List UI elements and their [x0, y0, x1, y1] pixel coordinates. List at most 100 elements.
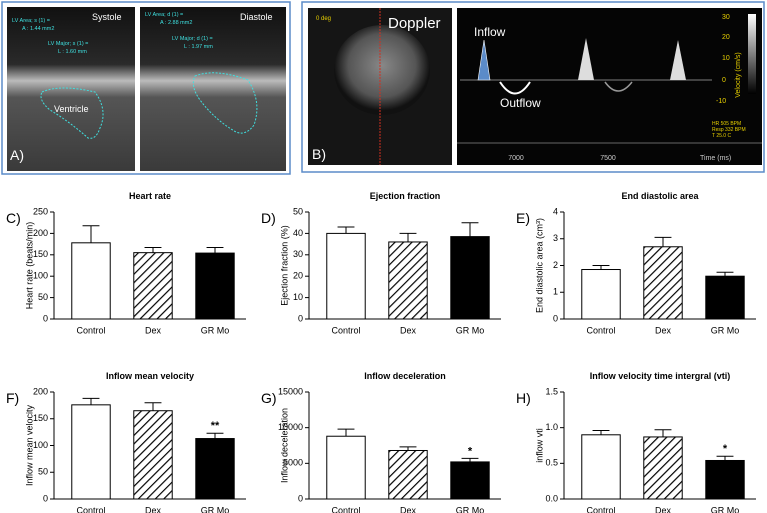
bar — [133, 252, 173, 320]
y-axis-label: Inflow mean velocity — [24, 404, 34, 486]
y-tick-label: 2 — [553, 260, 558, 270]
inflow-wave — [477, 39, 491, 81]
significance: ** — [211, 420, 220, 432]
y-tick-label: 1.0 — [545, 422, 558, 432]
x-tick-label: Dex — [400, 325, 417, 335]
measurement: LV Area; d (1) = — [145, 12, 183, 18]
y-tick-label: 0 — [553, 313, 558, 323]
y-axis-label: Heart rate (beats/min) — [24, 222, 34, 310]
y-tick-label: 30 — [293, 249, 303, 259]
velocity-tick: 30 — [722, 14, 730, 21]
bar — [705, 459, 745, 500]
y-tick-label: 0.0 — [545, 493, 558, 503]
panel-label: A) — [10, 147, 24, 163]
panel-label: F) — [6, 390, 19, 406]
wave — [578, 38, 594, 80]
chart-title: Ejection fraction — [370, 191, 441, 201]
bar — [450, 461, 490, 500]
x-tick-label: GR Mo — [456, 325, 485, 335]
y-tick-label: 50 — [38, 292, 48, 302]
bar — [133, 410, 173, 500]
bar — [388, 241, 428, 320]
y-tick-label: 5000 — [283, 458, 303, 468]
y-tick-label: 200 — [33, 228, 48, 238]
y-tick-label: 150 — [33, 249, 48, 259]
y-tick-label: 200 — [33, 386, 48, 396]
velocity-tick: -10 — [716, 98, 726, 105]
panel-label: D) — [261, 210, 276, 226]
x-tick-label: Dex — [145, 325, 162, 335]
y-tick-label: 50 — [293, 206, 303, 216]
significance: * — [468, 445, 473, 457]
bar — [71, 404, 111, 500]
significance: * — [723, 443, 728, 455]
y-tick-label: 250 — [33, 206, 48, 216]
measurement: LV Major; d (1) = — [172, 36, 213, 42]
wave — [604, 81, 633, 92]
x-tick-label: Control — [586, 505, 615, 513]
x-tick-label: GR Mo — [201, 505, 230, 513]
image-panel-b: 0 deg Doppler B) Inflow Outflow 7000 750… — [301, 1, 765, 173]
phase-label: Diastole — [240, 12, 273, 22]
phase-label: Systole — [92, 12, 122, 22]
ultrasound-image — [7, 7, 135, 171]
chart-title: Inflow velocity time intergral (vti) — [590, 371, 731, 381]
time-label: Time (ms) — [700, 155, 731, 162]
y-tick-label: 1.5 — [545, 386, 558, 396]
bar — [581, 269, 621, 320]
y-tick-label: 100 — [33, 271, 48, 281]
x-tick-label: GR Mo — [456, 505, 485, 513]
x-tick-label: Control — [586, 325, 615, 335]
y-tick-label: 3 — [553, 233, 558, 243]
ultrasound-image — [140, 7, 286, 171]
ventricle-outline — [192, 72, 258, 134]
chart-title: End diastolic area — [621, 191, 699, 201]
x-tick-label: Control — [76, 325, 105, 335]
measurement: L : 1.60 mm — [58, 49, 87, 55]
bar — [195, 438, 235, 500]
y-tick-label: 0 — [298, 313, 303, 323]
y-tick-label: 40 — [293, 228, 303, 238]
y-tick-label: 10000 — [278, 422, 303, 432]
stat: HR 505 BPM — [712, 121, 741, 127]
measurement: A : 1.44 mm2 — [22, 26, 54, 32]
ventricle-outline — [40, 87, 104, 139]
heart-image — [334, 25, 430, 115]
y-tick-label: 4 — [553, 206, 558, 216]
stat: Resp 332 BPM — [712, 127, 746, 133]
mode-label: Doppler — [388, 15, 441, 32]
y-tick-label: 0 — [43, 313, 48, 323]
panel-label: B) — [312, 146, 326, 162]
color-bar — [748, 14, 756, 94]
bar — [450, 236, 490, 320]
outflow-wave — [499, 81, 531, 95]
y-tick-label: 50 — [38, 467, 48, 477]
y-axis-label: Inflow deceleration — [279, 408, 289, 483]
bar — [581, 434, 621, 500]
velocity-tick: 10 — [722, 55, 730, 62]
panel-label: E) — [516, 210, 530, 226]
y-tick-label: 1 — [553, 287, 558, 297]
x-tick-label: Dex — [655, 325, 672, 335]
time-tick: 7500 — [600, 155, 616, 162]
x-tick-label: Control — [331, 505, 360, 513]
measurement: LV Major; s (1) = — [48, 41, 88, 47]
y-axis-label: inflow vti — [534, 428, 544, 463]
measurement: L : 1.97 mm — [184, 44, 213, 50]
y-tick-label: 100 — [33, 440, 48, 450]
measurement: LV Area; s (1) = — [12, 18, 50, 24]
x-tick-label: Dex — [400, 505, 417, 513]
y-tick-label: 15000 — [278, 386, 303, 396]
bar — [388, 449, 428, 500]
y-tick-label: 20 — [293, 271, 303, 281]
measurement: A : 2.88 mm2 — [160, 20, 192, 26]
outflow-label: Outflow — [500, 96, 541, 110]
chart-title: Inflow mean velocity — [106, 371, 194, 381]
y-tick-label: 0.5 — [545, 458, 558, 468]
bar — [326, 435, 366, 500]
chart-title: Heart rate — [129, 191, 171, 201]
x-tick-label: Control — [76, 505, 105, 513]
bar — [195, 252, 235, 320]
panel-label: G) — [261, 390, 277, 406]
y-tick-label: 0 — [43, 493, 48, 503]
